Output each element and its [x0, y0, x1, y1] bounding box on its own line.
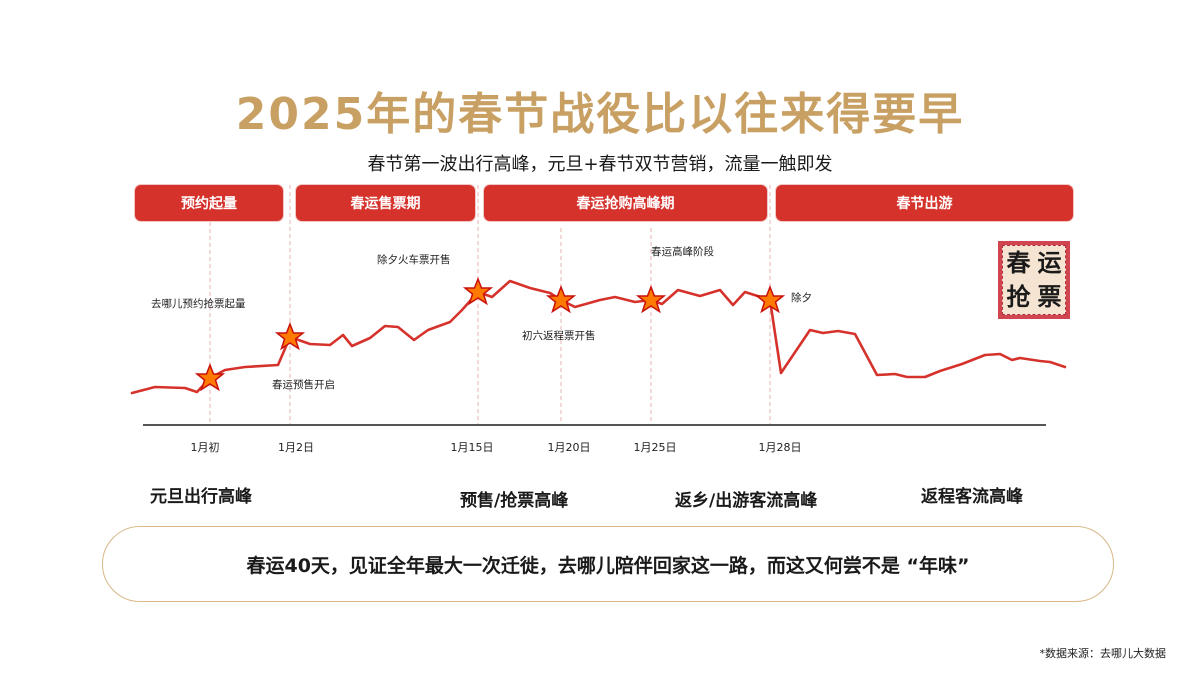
page-title: 2025年的春节战役比以往来得要早	[235, 89, 965, 140]
peak-label-return: 返程客流高峰	[921, 487, 1023, 507]
stamp-char: 票	[1037, 283, 1062, 311]
stamp-char: 运	[1037, 249, 1062, 277]
stamp-char: 春	[1006, 249, 1031, 277]
peak-label-presale: 预售/抢票高峰	[460, 491, 569, 511]
x-tick: 1月初	[190, 441, 220, 454]
x-tick: 1月28日	[758, 441, 802, 454]
x-tick: 1月15日	[450, 441, 494, 454]
data-source-note: *数据来源：去哪儿大数据	[1039, 647, 1167, 660]
star-icon	[462, 276, 494, 306]
stamp-char: 抢	[1006, 283, 1031, 311]
annotation-booking-start: 去哪儿预约抢票起量	[151, 298, 246, 310]
x-tick: 1月20日	[547, 441, 591, 454]
star-icon	[635, 284, 667, 314]
page-subtitle: 春节第一波出行高峰，元旦+春节双节营销，流量一触即发	[367, 154, 833, 175]
peak-label-homecoming: 返乡/出游客流高峰	[675, 491, 818, 511]
annotation-presale-open: 春运预售开启	[272, 379, 335, 391]
x-tick: 1月25日	[633, 441, 677, 454]
x-tick: 1月2日	[278, 441, 314, 454]
annotation-return-tickets: 初六返程票开售	[522, 330, 596, 342]
star-icon	[194, 362, 226, 392]
peak-label-new-year: 元旦出行高峰	[150, 487, 252, 507]
star-icon	[274, 321, 306, 351]
annotation-peak-stage: 春运高峰阶段	[651, 246, 714, 258]
phase-spring-travel: 春节出游	[776, 185, 1073, 221]
annotation-eve-tickets: 除夕火车票开售	[377, 254, 451, 266]
phase-booking-start: 预约起量	[135, 185, 283, 221]
annotation-new-years-eve: 除夕	[791, 292, 812, 304]
spring-ticket-stamp: 春 运 抢 票	[998, 241, 1070, 319]
summary-banner: 春运40天，见证全年最大一次迁徙，去哪儿陪伴回家这一路，而这又何尝不是 “年味”	[102, 526, 1114, 602]
traffic-line	[130, 279, 1067, 395]
phase-peak-rush: 春运抢购高峰期	[484, 185, 767, 221]
banner-text: 春运40天，见证全年最大一次迁徙，去哪儿陪伴回家这一路，而这又何尝不是 “年味”	[246, 554, 970, 577]
star-icon	[754, 284, 786, 314]
phase-ticket-sales: 春运售票期	[296, 185, 475, 221]
star-icon	[545, 284, 577, 314]
